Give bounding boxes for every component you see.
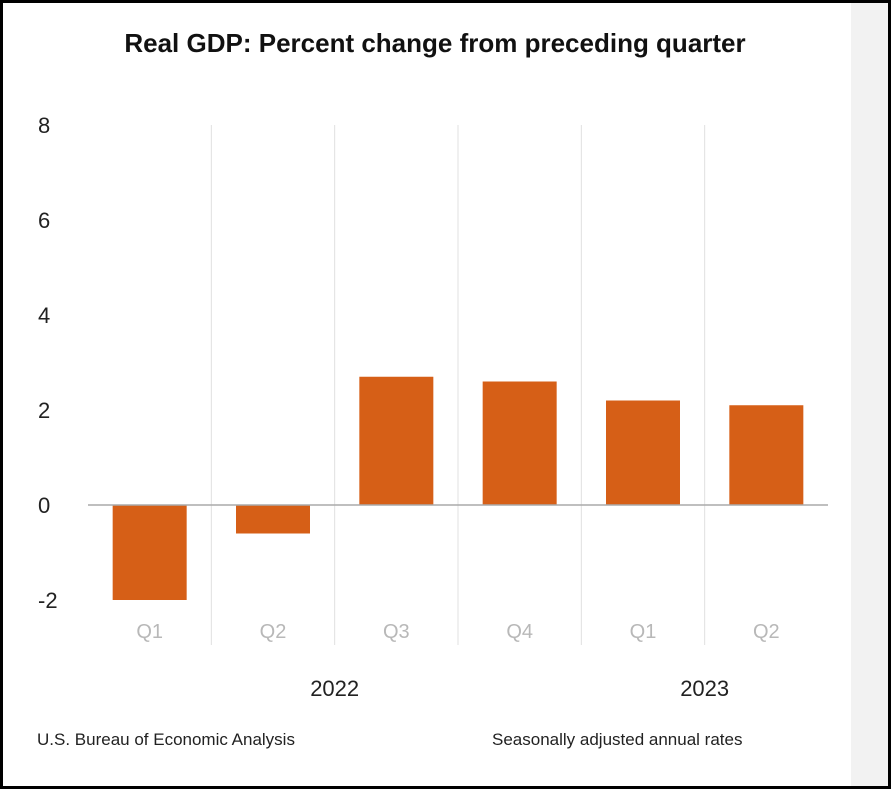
y-tick-label: 2 xyxy=(38,398,50,423)
y-tick-label: 0 xyxy=(38,493,50,518)
bar xyxy=(606,400,680,505)
source-note: U.S. Bureau of Economic Analysis xyxy=(37,730,295,749)
x-tick-label: Q3 xyxy=(383,621,410,643)
x-tick-label: Q2 xyxy=(260,621,287,643)
bar xyxy=(236,505,310,534)
year-group-label: 2023 xyxy=(680,676,729,701)
x-tick-label: Q1 xyxy=(136,621,163,643)
bar xyxy=(359,376,434,505)
y-tick-label: -2 xyxy=(38,588,58,613)
bar xyxy=(729,405,804,505)
x-tick-label: Q4 xyxy=(506,621,533,643)
year-group-label: 2022 xyxy=(310,676,359,701)
y-tick-label: 4 xyxy=(38,303,50,328)
right-margin-strip xyxy=(851,3,888,786)
y-tick-label: 8 xyxy=(38,113,50,138)
bar xyxy=(112,505,187,600)
bar xyxy=(482,381,557,505)
chart-title: Real GDP: Percent change from preceding … xyxy=(124,28,746,58)
rate-note: Seasonally adjusted annual rates xyxy=(492,730,743,749)
x-tick-label: Q2 xyxy=(753,621,780,643)
y-tick-label: 6 xyxy=(38,208,50,233)
x-tick-label: Q1 xyxy=(630,621,657,643)
